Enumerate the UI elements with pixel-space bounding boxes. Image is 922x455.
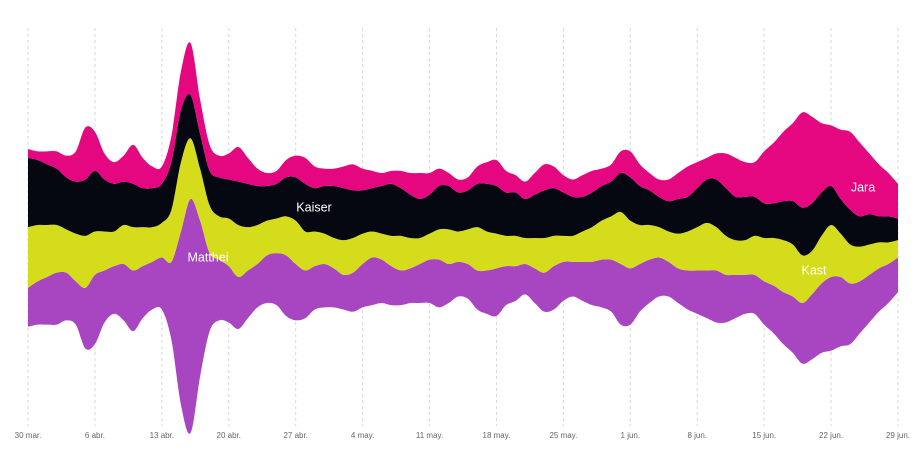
- x-tick-label: 1 jun.: [621, 431, 641, 440]
- stream-area: [28, 93, 898, 256]
- series-label: Kast: [801, 263, 827, 277]
- x-tick-label: 15 jun.: [752, 431, 776, 440]
- x-tick-label: 25 may.: [549, 431, 577, 440]
- series-label: Kaiser: [296, 200, 331, 214]
- x-tick-label: 20 abr.: [217, 431, 241, 440]
- x-tick-label: 22 jun.: [819, 431, 843, 440]
- x-tick-label: 29 jun.: [886, 431, 910, 440]
- x-tick-label: 30 mar.: [15, 431, 42, 440]
- x-tick-label: 27 abr.: [283, 431, 307, 440]
- x-tick-label: 11 may.: [416, 431, 443, 440]
- series-label: Matthei: [188, 250, 229, 264]
- x-tick-label: 6 abr.: [85, 431, 105, 440]
- x-tick-label: 18 may.: [483, 431, 511, 440]
- stream-area: [28, 138, 898, 304]
- areas: [28, 42, 898, 434]
- stream-area: [28, 42, 898, 219]
- x-tick-label: 8 jun.: [687, 431, 707, 440]
- x-tick-label: 4 may.: [351, 431, 374, 440]
- x-tick-label: 13 abr.: [150, 431, 174, 440]
- series-label: Jara: [851, 180, 875, 194]
- stream-area: [28, 198, 898, 434]
